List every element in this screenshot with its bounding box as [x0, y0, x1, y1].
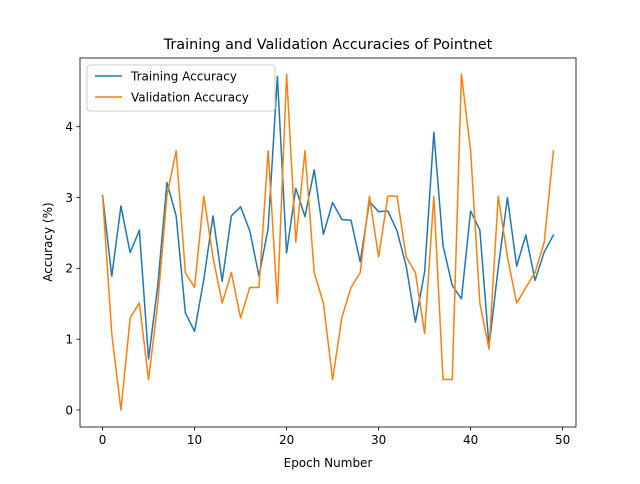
x-tick-label: 0	[99, 433, 107, 447]
series-line-training-accuracy	[101, 75, 555, 360]
x-tick-label: 20	[279, 433, 294, 447]
y-tick-label: 4	[65, 120, 73, 134]
y-tick-label: 1	[65, 332, 73, 346]
plot-frame	[79, 57, 577, 428]
x-tick-label: 30	[371, 433, 386, 447]
x-tick-label: 40	[463, 433, 478, 447]
y-tick-label: 3	[65, 191, 73, 205]
y-axis-label: Accuracy (%)	[41, 202, 55, 281]
chart-title: Training and Validation Accuracies of Po…	[163, 37, 493, 53]
legend-label: Validation Accuracy	[131, 90, 249, 104]
legend-label: Training Accuracy	[130, 69, 237, 83]
axes: 0 10 20 30 40 50 0 1 2 3 4	[65, 57, 577, 447]
y-tick-label: 0	[65, 403, 73, 417]
plot-area	[101, 73, 555, 411]
legend: Training Accuracy Validation Accuracy	[86, 64, 276, 112]
series-line-validation-accuracy	[101, 73, 555, 411]
x-axis-label: Epoch Number	[284, 456, 373, 470]
x-tick-label: 10	[187, 433, 202, 447]
x-tick-label: 50	[555, 433, 570, 447]
y-tick-label: 2	[65, 262, 73, 276]
legend-box	[86, 64, 276, 112]
